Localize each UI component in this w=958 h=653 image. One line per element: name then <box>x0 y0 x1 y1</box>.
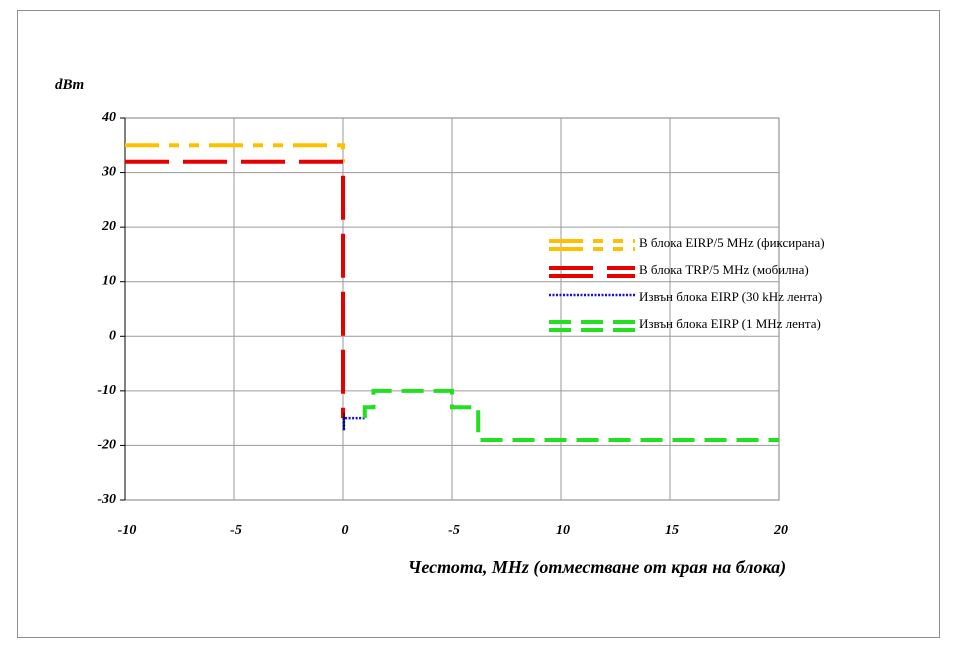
y-tick-label: 20 <box>101 219 116 234</box>
series-line-1 <box>125 143 345 162</box>
x-tick-label: -5 <box>448 523 460 538</box>
legend-label-4: Извън блока EIRP (1 MHz лента) <box>639 316 821 331</box>
y-axis-ticks: 40 30 20 10 0 -10 -20 -30 <box>97 110 126 507</box>
legend-label-2: В блока TRP/5 MHz (мобилна) <box>639 262 809 277</box>
y-tick-label: -20 <box>97 437 116 452</box>
y-tick-label: 30 <box>101 165 116 180</box>
y-tick-label: 10 <box>102 274 116 289</box>
series-line-4 <box>362 388 779 442</box>
y-tick-label: 0 <box>109 328 116 343</box>
series-line-2 <box>125 159 345 419</box>
y-axis-label: dBm <box>55 77 84 93</box>
x-axis-ticks: -10 -5 0 -5 10 15 20 <box>118 523 788 538</box>
y-tick-label: -30 <box>97 492 116 507</box>
legend: В блока EIRP/5 MHz (фиксирана) В блока TR… <box>549 235 825 332</box>
y-tick-label: -10 <box>97 383 116 398</box>
x-tick-label: 0 <box>342 523 349 538</box>
y-tick-label: 40 <box>101 110 116 125</box>
legend-label-1: В блока EIRP/5 MHz (фиксирана) <box>639 235 825 250</box>
x-tick-label: 15 <box>665 523 679 538</box>
grid <box>125 118 779 500</box>
x-tick-label: -10 <box>118 523 137 538</box>
x-tick-label: 20 <box>773 523 788 538</box>
x-axis-label: Честота, MHz (отместване от края на блок… <box>408 557 786 578</box>
legend-label-3: Извън блока EIRP (30 kHz лента) <box>639 289 822 304</box>
series-layer <box>125 143 779 442</box>
x-tick-label: 10 <box>556 523 570 538</box>
x-tick-label: -5 <box>230 523 242 538</box>
